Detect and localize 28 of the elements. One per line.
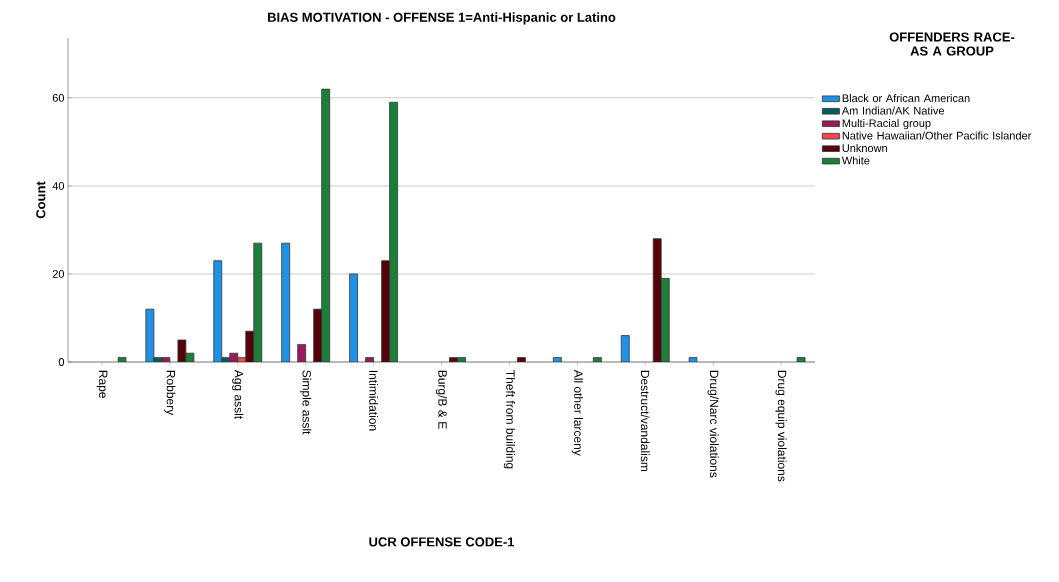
legend-label: Black or African American (842, 94, 970, 103)
legend-title: OFFENDERS RACE-AS A GROUP (889, 32, 1015, 56)
y-tick-label: 0 (58, 358, 65, 366)
x-tick-label: Destruct/vandalism (640, 370, 650, 472)
x-tick-label: Intimidation (369, 370, 378, 431)
x-tick-label: Drug/Narc violations (707, 370, 719, 478)
x-tick-label: Agg asslt (232, 369, 244, 420)
y-axis-title: Count (36, 181, 46, 219)
legend-label: Native Hawaiian/Other Pacific Islander (842, 131, 1032, 140)
y-tick-label: 20 (52, 270, 65, 278)
legend-label: White (841, 156, 870, 165)
x-tick-label: Burg/B & E (435, 370, 448, 429)
y-tick-label: 40 (52, 182, 65, 190)
legend-label: Unknown (842, 143, 887, 153)
bar (592, 357, 602, 362)
legend-label: Am Indian/AK Native (841, 106, 945, 115)
bar (117, 357, 127, 362)
legend-label: Multi-Racial group (842, 118, 931, 130)
x-tick-label: All other larceny (571, 369, 583, 456)
x-tick-label: Rape (96, 370, 108, 398)
x-tick-label: Theft from building (503, 370, 515, 469)
x-tick-label: Drug equip violations (775, 370, 787, 482)
y-tick-label: 60 (52, 93, 65, 102)
x-tick-label: Robbery (164, 370, 176, 416)
bar (796, 357, 806, 362)
x-tick-label: Simple asslt (300, 370, 312, 435)
chart-title: BIAS MOTIVATION - OFFENSE 1=Anti-Hispanic or Latino (268, 12, 616, 25)
x-axis-title: UCR OFFENSE CODE-1 (369, 537, 515, 547)
